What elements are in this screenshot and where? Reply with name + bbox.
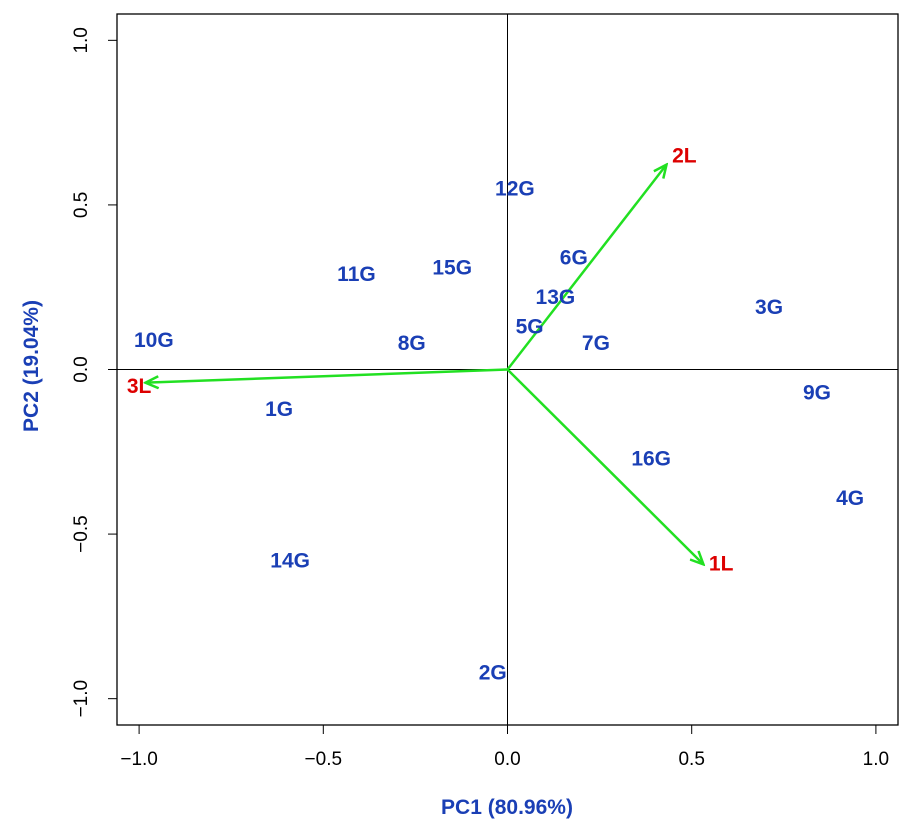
sample-point-label: 7G xyxy=(582,332,610,355)
y-tick-label: 0.0 xyxy=(71,356,92,382)
y-axis-title: PC2 (19.04%) xyxy=(20,300,43,432)
sample-point-label: 16G xyxy=(631,447,671,470)
sample-point-label: 6G xyxy=(560,247,588,270)
x-axis-title: PC1 (80.96%) xyxy=(441,796,573,819)
loading-labels: 1L 2L 3L xyxy=(127,145,734,576)
loading-arrow xyxy=(506,368,703,564)
sample-point-label: 15G xyxy=(432,256,472,279)
x-tick-label: 1.0 xyxy=(863,749,889,770)
y-axis: −1.0 −0.5 0.0 0.5 1.0 xyxy=(71,27,117,717)
sample-points: 1G 2G 3G 4G 5G 6G 7G 8G 9G 10G 11G 12G 13G 14G 15G 16G xyxy=(134,177,864,684)
sample-point-label: 5G xyxy=(516,316,544,339)
sample-point-label: 13G xyxy=(536,286,576,309)
x-tick-label: 0.5 xyxy=(678,749,704,770)
sample-point-label: 3G xyxy=(755,296,783,319)
x-axis: −1.0 −0.5 0.0 0.5 1.0 xyxy=(120,725,889,770)
sample-point-label: 2G xyxy=(479,661,507,684)
loading-label: 3L xyxy=(127,375,152,398)
y-tick-label: 0.5 xyxy=(71,192,92,218)
loading-label: 2L xyxy=(672,145,697,168)
loading-label: 1L xyxy=(709,553,734,576)
y-tick-label: 1.0 xyxy=(71,27,92,53)
sample-point-label: 11G xyxy=(337,263,376,286)
sample-point-label: 12G xyxy=(495,177,535,200)
sample-point-label: 14G xyxy=(270,549,310,572)
loading-arrows xyxy=(146,165,702,563)
sample-point-label: 8G xyxy=(398,332,426,355)
sample-point-label: 1G xyxy=(265,398,293,421)
y-tick-label: −1.0 xyxy=(71,680,92,718)
x-tick-label: −0.5 xyxy=(305,749,343,770)
sample-point-label: 10G xyxy=(134,329,174,352)
loading-arrow xyxy=(506,165,666,371)
x-tick-label: 0.0 xyxy=(494,749,520,770)
loading-arrow xyxy=(146,368,508,383)
y-tick-label: −0.5 xyxy=(71,515,92,553)
sample-point-label: 9G xyxy=(803,382,831,405)
x-tick-label: −1.0 xyxy=(120,749,158,770)
sample-point-label: 4G xyxy=(836,487,864,510)
